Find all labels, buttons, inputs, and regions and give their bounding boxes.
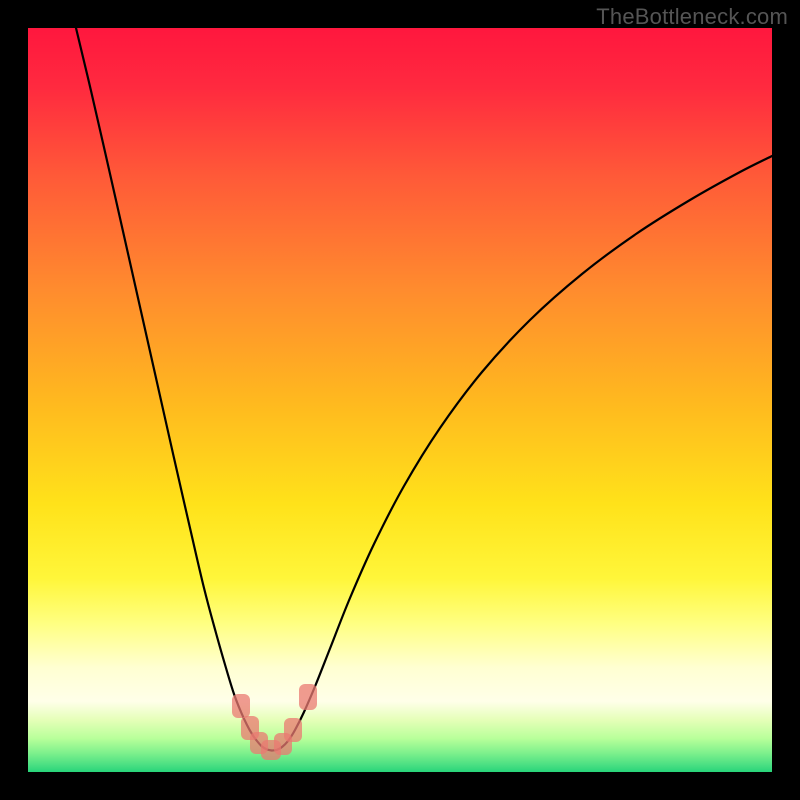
marker-point: [232, 694, 250, 718]
marker-point: [299, 684, 317, 710]
watermark-text: TheBottleneck.com: [596, 4, 788, 30]
chart-frame: TheBottleneck.com: [0, 0, 800, 800]
marker-point: [284, 718, 302, 742]
plot-area: [28, 28, 772, 772]
markers-layer: [28, 28, 772, 772]
markers-group: [232, 684, 317, 760]
